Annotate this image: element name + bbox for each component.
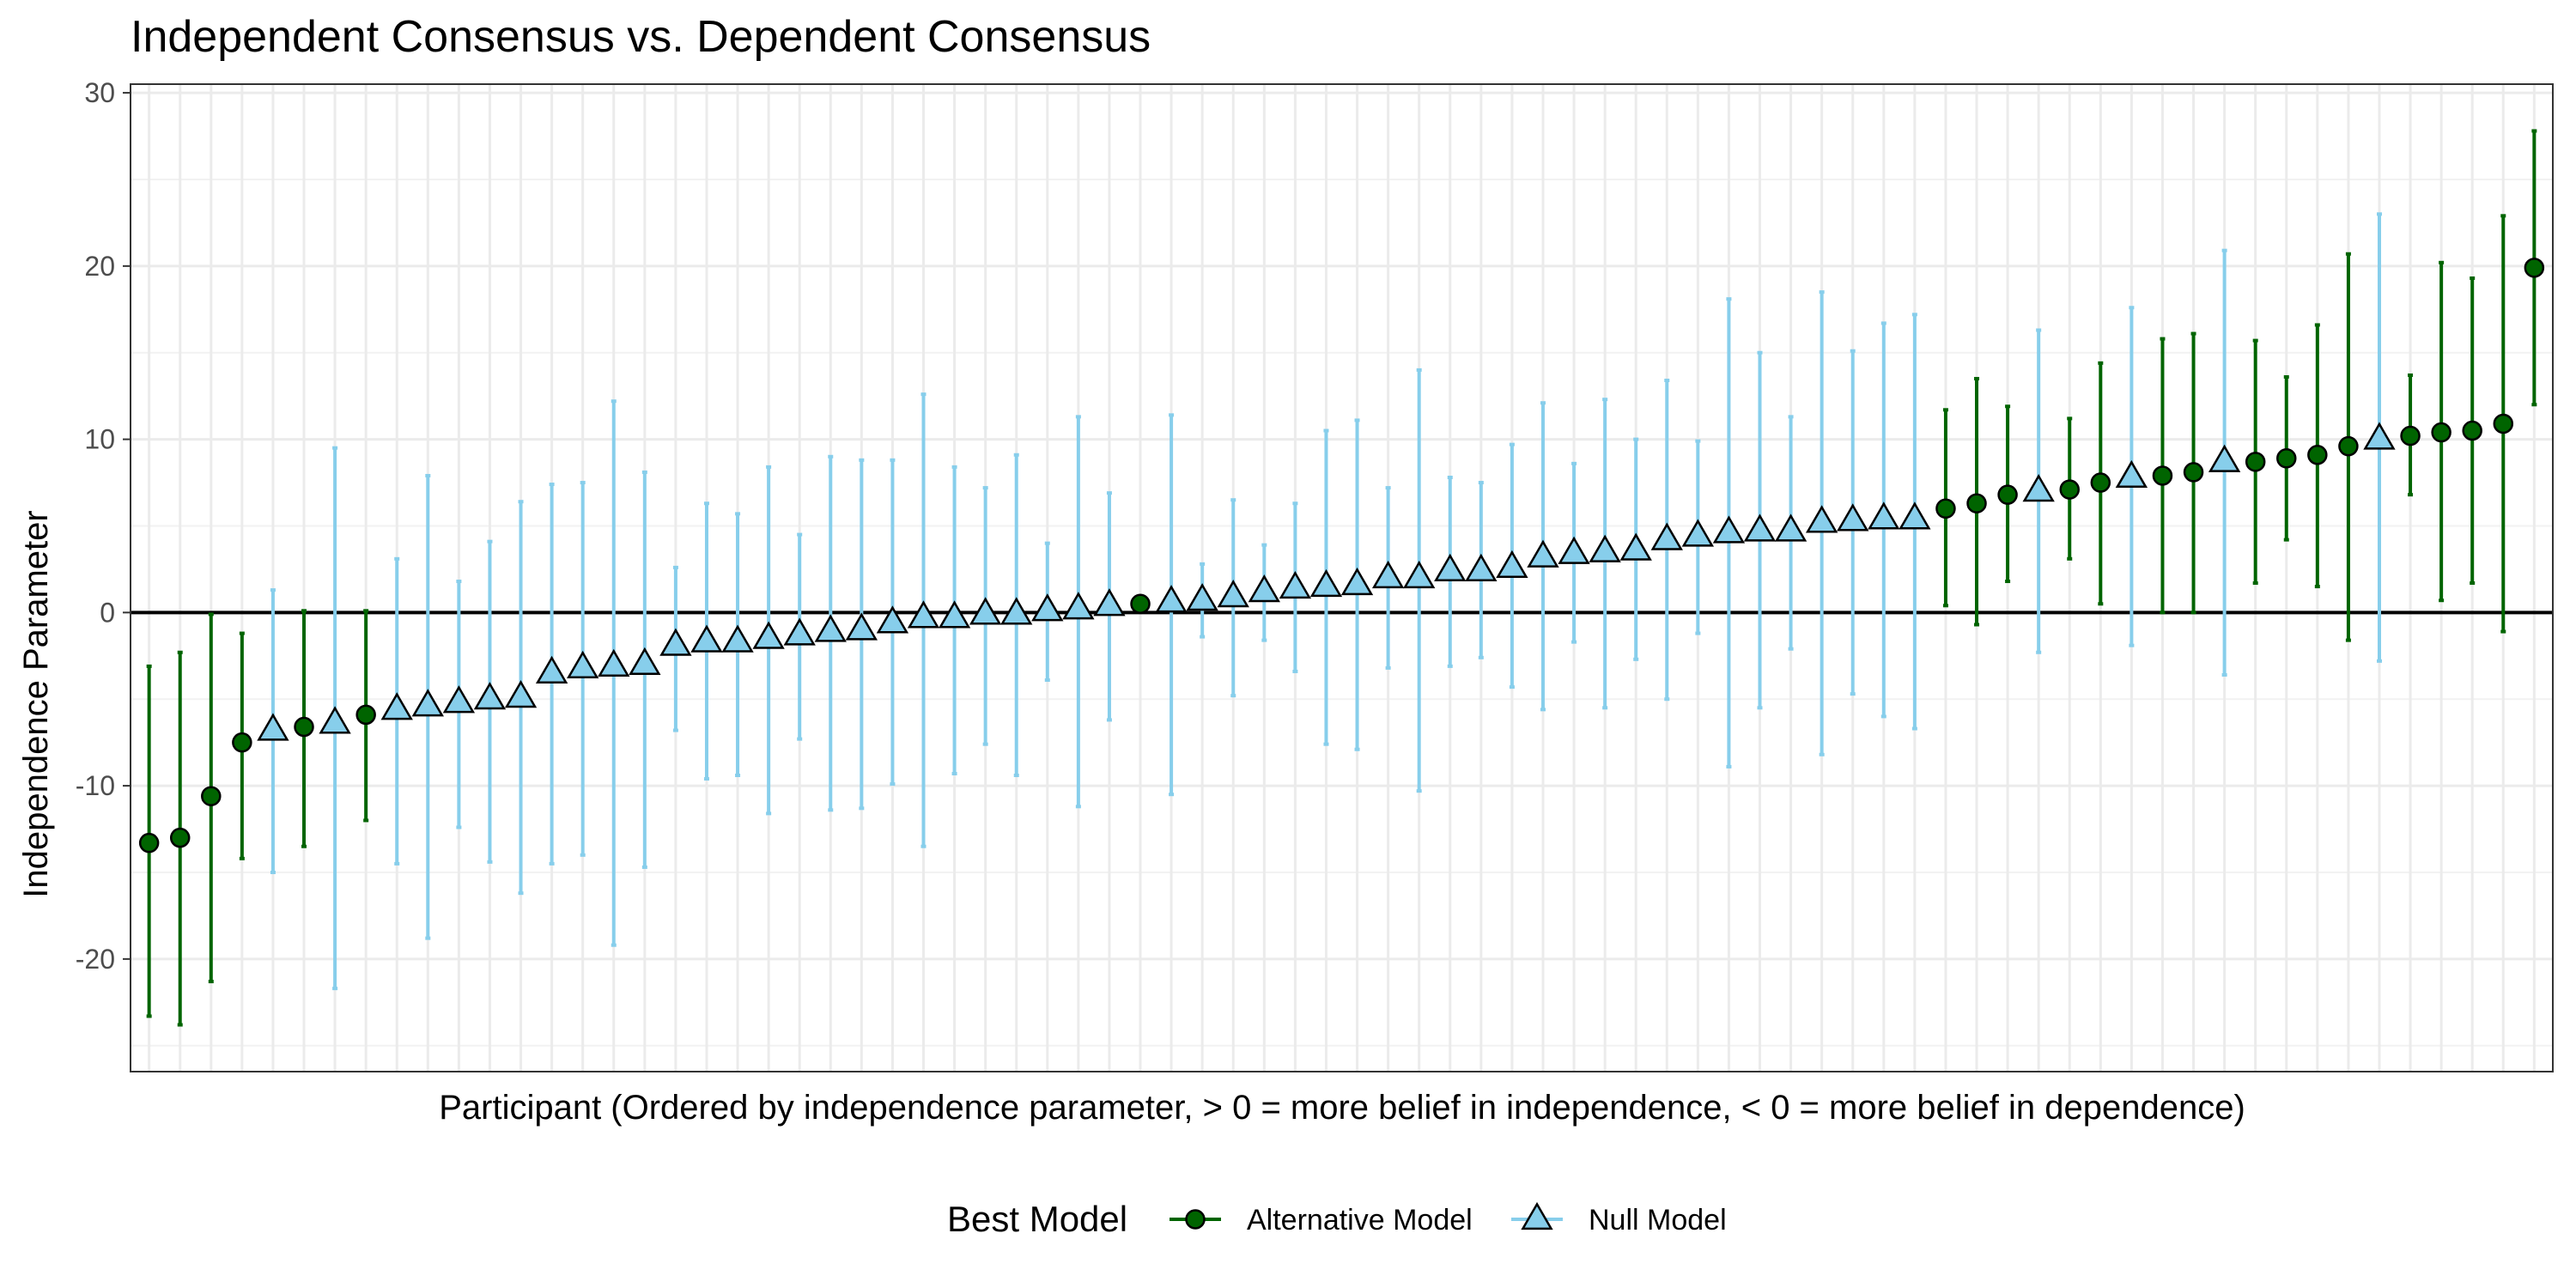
legend-title: Best Model <box>947 1199 1127 1239</box>
y-tick-label: 30 <box>84 77 115 108</box>
data-point-null <box>473 682 507 710</box>
data-point-null <box>938 600 971 629</box>
data-point-null <box>442 685 476 714</box>
data-point-null <box>319 706 351 734</box>
data-point-null <box>1031 593 1064 622</box>
data-point-alternative <box>2524 258 2545 278</box>
legend-label: Null Model <box>1589 1204 1727 1236</box>
data-point-alternative <box>1935 498 1956 519</box>
data-point-null <box>907 600 940 629</box>
data-point-alternative <box>1997 484 2018 505</box>
data-point-null <box>2115 459 2148 489</box>
data-point-alternative <box>2338 435 2359 457</box>
legend-label: Alternative Model <box>1247 1204 1473 1236</box>
data-point-alternative <box>2400 425 2421 447</box>
data-point-alternative <box>169 827 191 848</box>
data-point-null <box>1465 553 1498 582</box>
data-point-null <box>1589 534 1621 562</box>
data-point-null <box>814 614 847 642</box>
data-point-alternative <box>201 786 222 806</box>
data-point-null <box>2022 473 2055 502</box>
y-ticks: 30 20 10 0 -10 -20 <box>76 77 131 975</box>
data-point-null <box>752 621 785 649</box>
chart-title: Independent Consensus vs. Dependent Cons… <box>131 12 1151 62</box>
data-point-null <box>1868 501 1900 530</box>
data-point-null <box>1899 501 1931 530</box>
data-point-null <box>1000 597 1033 625</box>
data-point-null <box>411 689 444 717</box>
y-tick-label: -20 <box>76 944 115 975</box>
legend-key-triangle <box>1521 1201 1553 1230</box>
data-point-null <box>1093 588 1126 617</box>
data-point-null <box>2363 422 2396 450</box>
data-point-null <box>1743 513 1777 542</box>
data-point-null <box>876 605 909 634</box>
legend: Best Model Alternative Model Null Model <box>947 1199 1727 1239</box>
data-point-alternative <box>2245 452 2266 472</box>
y-tick-label: 0 <box>100 597 115 628</box>
data-point-null <box>380 692 413 720</box>
data-point-alternative <box>294 716 314 738</box>
data-point-null <box>1371 560 1405 589</box>
data-point-null <box>1155 585 1188 613</box>
legend-entry: Null Model <box>1511 1201 1727 1236</box>
data-point-alternative <box>1130 593 1151 615</box>
y-tick-label: 10 <box>84 424 115 455</box>
data-point-null <box>1558 536 1590 564</box>
data-point-null <box>2208 444 2241 472</box>
markers <box>138 258 2545 854</box>
data-point-null <box>1434 553 1467 582</box>
data-point-null <box>690 624 723 653</box>
data-point-alternative <box>232 732 252 753</box>
data-point-null <box>1496 550 1528 578</box>
data-point-alternative <box>1966 493 1987 513</box>
data-point-null <box>1805 505 1838 533</box>
data-point-alternative <box>2307 445 2328 465</box>
x-axis-title: Participant (Ordered by independence par… <box>439 1089 2245 1127</box>
y-axis-title: Independence Parameter <box>17 510 55 897</box>
y-tick-label: -10 <box>76 770 115 801</box>
data-point-null <box>629 647 661 675</box>
data-point-null <box>1340 567 1374 596</box>
data-point-alternative <box>2059 479 2080 500</box>
data-point-alternative <box>2462 420 2482 441</box>
legend-entry: Alternative Model <box>1170 1204 1473 1236</box>
data-point-null <box>1217 580 1249 608</box>
data-point-null <box>1062 592 1095 620</box>
panel-border <box>130 83 2554 1072</box>
data-point-null <box>783 617 816 646</box>
data-point-null <box>598 648 630 677</box>
data-point-alternative <box>2276 448 2297 469</box>
data-point-alternative <box>2090 472 2111 493</box>
data-point-alternative <box>355 704 376 726</box>
data-point-null <box>969 597 1002 625</box>
data-point-alternative <box>2431 422 2451 443</box>
data-point-alternative <box>2493 413 2514 434</box>
data-point-null <box>1279 570 1312 599</box>
data-point-null <box>1527 539 1559 568</box>
data-point-null <box>1837 503 1869 532</box>
data-point-null <box>1309 568 1343 598</box>
data-point-null <box>1186 583 1218 611</box>
data-point-null <box>504 680 538 708</box>
data-point-null <box>1403 560 1436 589</box>
data-point-null <box>535 655 568 684</box>
data-point-null <box>721 624 754 653</box>
data-point-alternative <box>2152 465 2173 486</box>
data-point-alternative <box>138 832 160 854</box>
y-tick-label: 20 <box>84 251 115 282</box>
data-point-null <box>659 628 692 656</box>
data-point-null <box>1774 513 1807 542</box>
data-point-null <box>1712 515 1746 544</box>
data-point-null <box>845 612 878 641</box>
data-point-null <box>1248 574 1280 603</box>
data-point-null <box>1619 532 1652 561</box>
data-point-null <box>567 650 599 678</box>
legend-key-circle <box>1185 1209 1206 1230</box>
data-point-alternative <box>2183 462 2204 483</box>
data-point-null <box>1650 522 1683 550</box>
data-point-null <box>257 713 289 741</box>
data-point-null <box>1681 519 1715 547</box>
